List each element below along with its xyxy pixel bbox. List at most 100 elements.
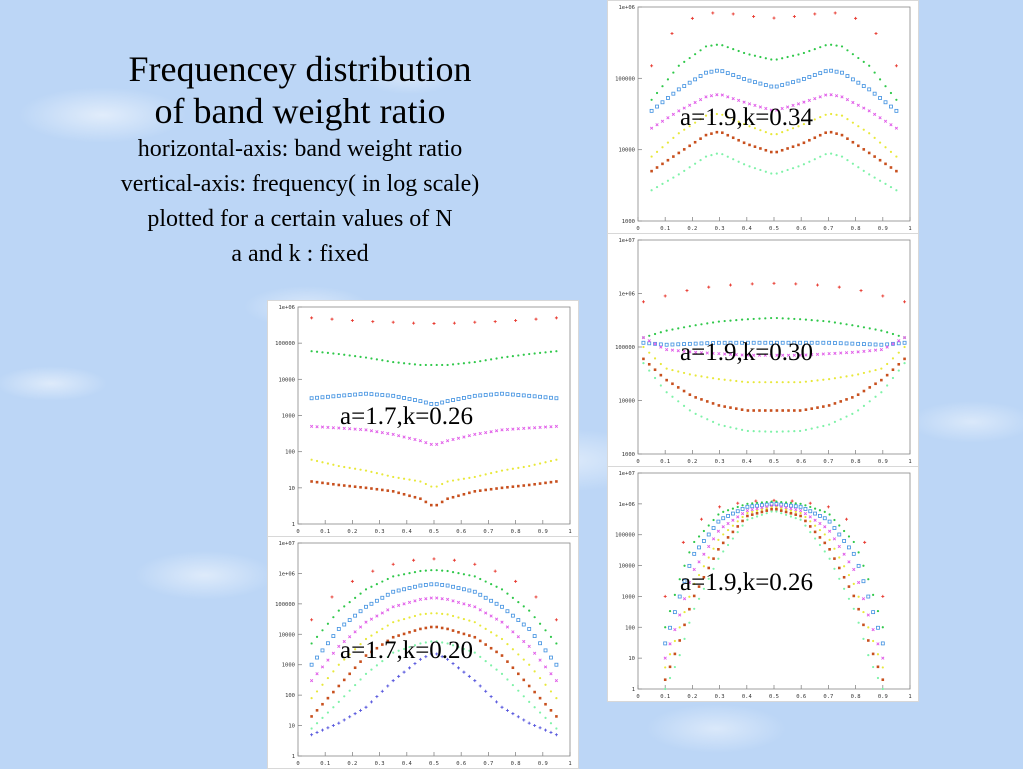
data-point <box>775 316 779 320</box>
data-point <box>728 352 733 356</box>
data-point <box>737 138 740 142</box>
data-point <box>878 141 882 144</box>
data-point <box>833 341 837 345</box>
data-point <box>392 621 395 624</box>
data-point <box>641 335 646 340</box>
series-1 <box>310 316 558 325</box>
data-point <box>678 654 681 657</box>
data-point <box>397 634 400 637</box>
data-point <box>423 400 428 405</box>
data-point <box>700 323 703 326</box>
data-point <box>736 530 739 534</box>
x-tick-label: 0.6 <box>796 459 806 465</box>
data-point <box>867 151 871 155</box>
x-tick-label: 0.2 <box>687 226 697 232</box>
data-point <box>683 60 686 64</box>
slide-title-block: Frequencey distribution of band weight r… <box>40 48 560 272</box>
data-point <box>402 647 406 651</box>
data-point <box>818 509 822 512</box>
data-point <box>658 342 663 347</box>
data-point <box>354 596 357 599</box>
x-tick-label: 0.8 <box>851 226 861 232</box>
data-point <box>490 472 493 475</box>
data-point <box>522 484 526 487</box>
data-point <box>895 189 898 192</box>
data-point <box>353 666 357 670</box>
data-point <box>479 577 482 581</box>
data-point <box>851 412 854 415</box>
data-point <box>678 639 682 642</box>
data-point <box>688 551 691 554</box>
x-tick-label: 0.9 <box>878 459 888 465</box>
data-point <box>736 525 740 528</box>
data-point <box>653 342 657 346</box>
series-5 <box>310 612 558 700</box>
data-point <box>434 402 439 406</box>
data-point <box>726 528 730 532</box>
data-point <box>804 519 807 523</box>
data-point <box>793 409 796 412</box>
data-point <box>677 109 681 113</box>
data-point <box>812 73 817 77</box>
data-point <box>359 643 362 646</box>
data-point <box>413 614 417 618</box>
data-point <box>375 430 379 434</box>
data-point <box>705 351 709 355</box>
data-point <box>872 639 875 643</box>
data-point <box>774 504 779 508</box>
x-tick-label: 1 <box>568 761 571 767</box>
x-tick-label: 0.9 <box>538 529 548 535</box>
data-point <box>755 509 759 512</box>
data-point <box>489 646 493 650</box>
data-point <box>538 711 542 714</box>
data-point <box>408 572 411 575</box>
data-point <box>699 118 702 121</box>
data-point <box>673 593 676 596</box>
data-point <box>763 340 768 345</box>
data-point <box>467 394 472 399</box>
data-point <box>337 609 340 612</box>
data-point <box>889 123 893 127</box>
data-point <box>687 341 692 346</box>
data-point <box>903 357 906 361</box>
data-point <box>821 352 825 356</box>
data-point <box>521 393 526 398</box>
data-point <box>823 541 827 545</box>
data-point <box>746 381 749 384</box>
data-point <box>528 352 531 356</box>
data-point <box>687 80 692 85</box>
data-point <box>775 381 779 384</box>
data-point <box>798 508 803 513</box>
data-point <box>781 353 785 357</box>
data-point <box>857 595 860 598</box>
data-point <box>897 369 900 372</box>
data-point <box>375 695 379 699</box>
data-point <box>670 32 674 36</box>
data-point <box>764 106 768 111</box>
data-point <box>682 404 686 407</box>
data-point <box>374 598 379 603</box>
data-point <box>889 166 893 169</box>
data-point <box>681 540 685 544</box>
data-point <box>781 170 784 173</box>
x-tick-label: 0 <box>296 529 299 535</box>
data-point <box>347 393 352 397</box>
data-point <box>332 670 335 673</box>
data-point <box>781 317 784 320</box>
data-point <box>847 545 851 550</box>
data-point <box>407 397 412 401</box>
data-point <box>780 500 783 504</box>
data-point <box>429 582 434 587</box>
data-point <box>659 345 663 349</box>
data-point <box>891 357 895 360</box>
data-point <box>794 507 798 512</box>
data-point <box>808 525 812 528</box>
data-point <box>549 459 553 463</box>
data-point <box>815 352 820 356</box>
data-point <box>473 635 477 639</box>
data-point <box>787 409 790 412</box>
data-point <box>775 500 778 503</box>
data-point <box>350 318 354 322</box>
y-tick-label: 100000 <box>275 341 295 347</box>
data-point <box>721 153 724 156</box>
